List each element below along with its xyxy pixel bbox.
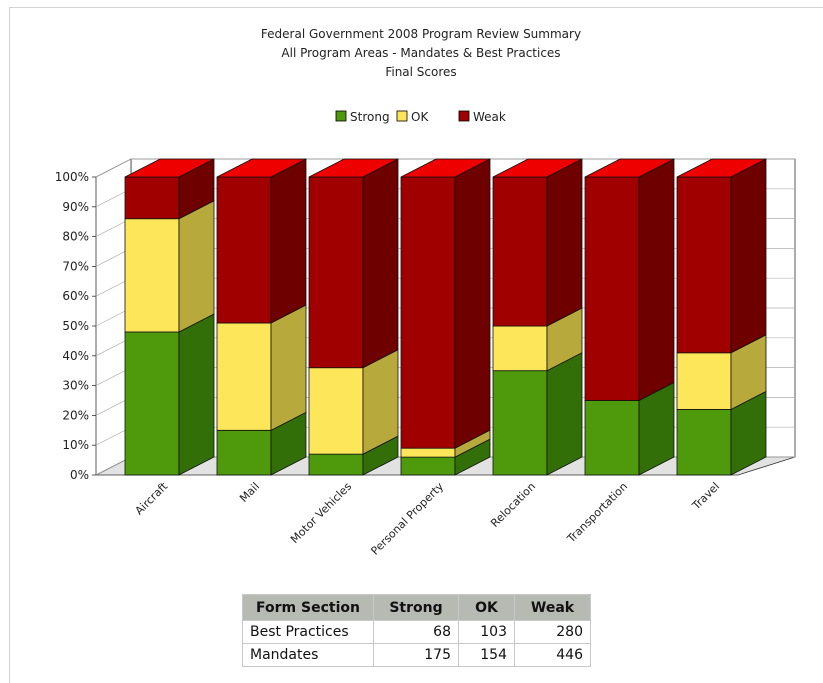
- chart-title-line-2: All Program Areas - Mandates & Best Prac…: [281, 46, 560, 60]
- legend-label-ok: OK: [411, 110, 429, 124]
- y-tick-label: 70%: [62, 259, 89, 273]
- x-tick-label: Aircraft: [133, 479, 171, 517]
- y-tick-label: 80%: [62, 230, 89, 244]
- table-row: Mandates 175 154 446: [242, 643, 591, 667]
- y-tick-label: 90%: [62, 200, 89, 214]
- bar-side-ok: [178, 200, 215, 333]
- x-tick-label: Personal Property: [368, 480, 446, 558]
- y-tick-label: 20%: [62, 408, 89, 422]
- legend-label-weak: Weak: [473, 110, 506, 124]
- cell-weak: 280: [514, 620, 591, 644]
- bar-top-weak: [400, 158, 491, 178]
- x-tick-label: Mail: [237, 480, 262, 505]
- cell-ok: 103: [458, 620, 515, 644]
- header-strong: Strong: [373, 594, 459, 621]
- bar-top-weak: [216, 158, 307, 178]
- legend-swatch-weak: [458, 110, 470, 122]
- bar-segment-strong: [400, 456, 456, 476]
- chart-title-line-1: Federal Government 2008 Program Review S…: [261, 27, 581, 41]
- cell-section: Mandates: [242, 643, 374, 667]
- bar-segment-weak: [676, 176, 732, 354]
- cell-strong: 175: [373, 643, 459, 667]
- bar-top-weak: [676, 158, 767, 178]
- bar-segment-strong: [124, 331, 180, 476]
- stacked-bar-chart: Federal Government 2008 Program Review S…: [55, 27, 796, 558]
- y-tick-label: 100%: [55, 170, 89, 184]
- chart-legend: Strong OK Weak: [335, 110, 506, 124]
- header-weak: Weak: [514, 594, 591, 621]
- x-tick-label: Motor Vehicles: [288, 480, 354, 546]
- bar-top-weak: [308, 158, 399, 178]
- bar-side-weak: [270, 158, 307, 324]
- bar-top-weak: [584, 158, 675, 178]
- bar-side-strong: [546, 352, 583, 476]
- bar-segment-ok: [216, 322, 272, 431]
- bar-segment-ok: [400, 447, 456, 458]
- table-header-row: Form Section Strong OK Weak: [242, 594, 591, 621]
- legend-swatch-strong: [335, 110, 347, 122]
- bar-segment-weak: [216, 176, 272, 324]
- table-row: Best Practices 68 103 280: [242, 620, 591, 644]
- bar-side-weak: [638, 158, 675, 402]
- y-tick-label: 40%: [62, 349, 89, 363]
- bar-top-weak: [124, 158, 215, 178]
- cell-section: Best Practices: [242, 620, 374, 644]
- bar-segment-strong: [216, 429, 272, 476]
- bar-segment-strong: [676, 409, 732, 476]
- cell-strong: 68: [373, 620, 459, 644]
- bar-segment-weak: [584, 176, 640, 401]
- y-tick-label: 50%: [62, 319, 89, 333]
- bar-side-weak: [546, 158, 583, 327]
- bar-side-weak: [454, 158, 491, 449]
- bar-segment-weak: [400, 176, 456, 449]
- y-tick-label: 60%: [62, 289, 89, 303]
- chart-title: Federal Government 2008 Program Review S…: [261, 27, 581, 79]
- y-tick-label: 10%: [62, 438, 89, 452]
- bar-segment-ok: [676, 352, 732, 410]
- bar-side-weak: [362, 158, 399, 369]
- legend-swatch-ok: [396, 110, 408, 122]
- bar-segment-weak: [124, 176, 180, 220]
- bar-segment-strong: [492, 370, 548, 476]
- x-tick-label: Relocation: [488, 480, 538, 530]
- legend-label-strong: Strong: [350, 110, 390, 124]
- header-form-section: Form Section: [242, 594, 374, 621]
- cell-ok: 154: [458, 643, 515, 667]
- cell-weak: 446: [514, 643, 591, 667]
- header-ok: OK: [458, 594, 515, 621]
- x-tick-label: Travel: [689, 480, 722, 513]
- bar-segment-strong: [584, 400, 640, 476]
- bar-segment-ok: [124, 218, 180, 333]
- bar-segment-ok: [308, 367, 364, 455]
- bar-segment-weak: [492, 176, 548, 327]
- bar-side-strong: [178, 313, 215, 476]
- y-tick-label: 30%: [62, 379, 89, 393]
- bar-segment-ok: [492, 325, 548, 372]
- bar-segment-strong: [308, 453, 364, 476]
- bar-segment-weak: [308, 176, 364, 369]
- bar-side-ok: [270, 304, 307, 431]
- x-tick-label: Transportation: [564, 480, 630, 546]
- bar-top-weak: [492, 158, 583, 178]
- chart-title-line-3: Final Scores: [385, 65, 456, 79]
- y-tick-label: 0%: [70, 468, 89, 482]
- chart-frame: [9, 7, 823, 683]
- bar-side-weak: [730, 158, 767, 354]
- summary-table: Form Section Strong OK Weak Best Practic…: [242, 594, 591, 667]
- bars-group: [124, 158, 767, 476]
